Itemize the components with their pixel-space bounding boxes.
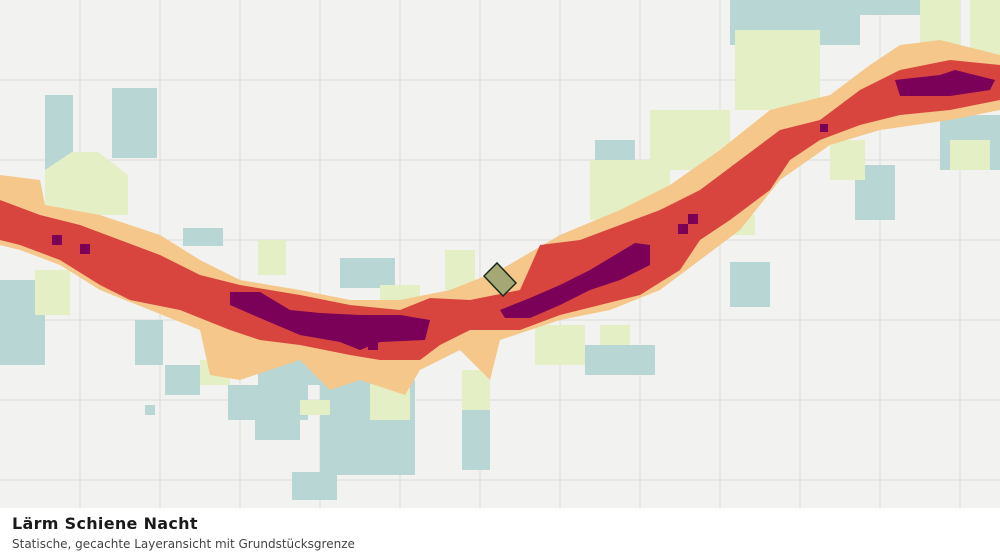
map-subtitle: Statische, gecachte Layeransicht mit Gru… (12, 537, 355, 551)
noise-zone-light-green (35, 0, 1000, 420)
caption: Lärm Schiene Nacht Statische, gecachte L… (0, 508, 1000, 560)
map-title: Lärm Schiene Nacht (12, 514, 198, 533)
noise-map (0, 0, 1000, 508)
noise-zone-purple (52, 70, 995, 350)
parcel-boundary (482, 261, 518, 298)
tile-grid (0, 0, 1000, 508)
